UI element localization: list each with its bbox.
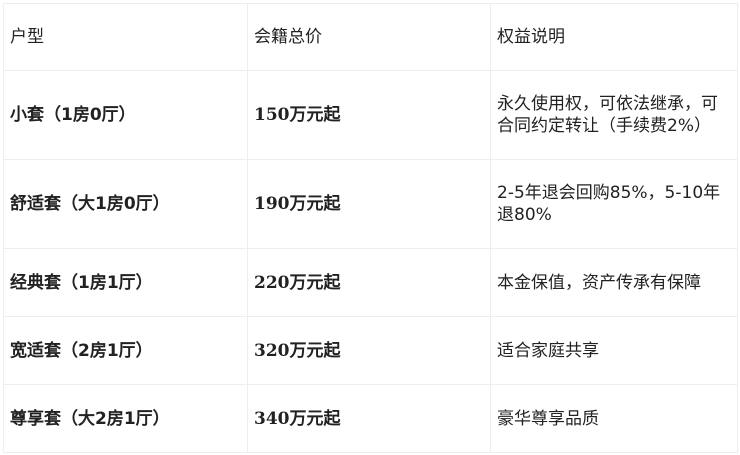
table-row: 宽适套（2房1厅） 320万元起 适合家庭共享 [3, 316, 738, 385]
benefits-cell: 豪华尊享品质 [490, 384, 738, 453]
unit-type-cell: 经典套（1房1厅） [3, 248, 248, 317]
header-benefits: 权益说明 [490, 3, 738, 71]
header-unit-type: 户型 [3, 3, 248, 71]
membership-pricing-table: 户型 会籍总价 权益说明 小套（1房0厅） 150万元起 永久使用权，可依法继承… [3, 3, 738, 453]
unit-type-cell: 尊享套（大2房1厅） [3, 384, 248, 453]
price-cell: 340万元起 [247, 384, 491, 453]
price-cell: 150万元起 [247, 70, 491, 160]
table-row: 经典套（1房1厅） 220万元起 本金保值，资产传承有保障 [3, 248, 738, 317]
price-cell: 320万元起 [247, 316, 491, 385]
table-row: 小套（1房0厅） 150万元起 永久使用权，可依法继承，可合同约定转让（手续费2… [3, 70, 738, 160]
unit-type-cell: 小套（1房0厅） [3, 70, 248, 160]
table-row: 尊享套（大2房1厅） 340万元起 豪华尊享品质 [3, 384, 738, 453]
benefits-cell: 2-5年退会回购85%，5-10年退80% [490, 159, 738, 249]
table-row: 舒适套（大1房0厅） 190万元起 2-5年退会回购85%，5-10年退80% [3, 159, 738, 249]
unit-type-cell: 舒适套（大1房0厅） [3, 159, 248, 249]
unit-type-cell: 宽适套（2房1厅） [3, 316, 248, 385]
benefits-cell: 永久使用权，可依法继承，可合同约定转让（手续费2%） [490, 70, 738, 160]
benefits-cell: 适合家庭共享 [490, 316, 738, 385]
table-header-row: 户型 会籍总价 权益说明 [3, 3, 738, 71]
benefits-cell: 本金保值，资产传承有保障 [490, 248, 738, 317]
header-total-price: 会籍总价 [247, 3, 491, 71]
price-cell: 190万元起 [247, 159, 491, 249]
price-cell: 220万元起 [247, 248, 491, 317]
